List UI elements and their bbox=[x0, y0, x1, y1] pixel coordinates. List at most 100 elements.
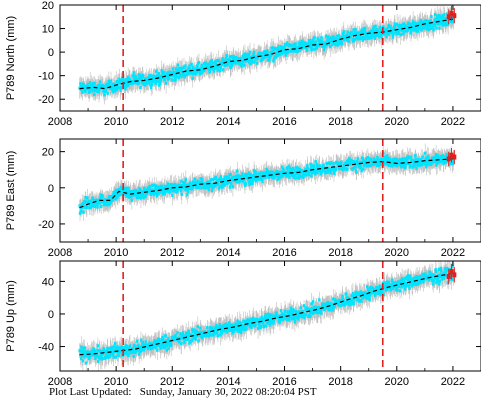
data-point bbox=[436, 14, 439, 18]
data-point bbox=[376, 33, 379, 37]
data-point bbox=[409, 163, 412, 168]
data-point bbox=[301, 168, 304, 173]
data-point bbox=[256, 56, 259, 60]
data-point bbox=[228, 55, 231, 59]
data-point bbox=[373, 158, 376, 162]
data-point bbox=[330, 39, 333, 43]
data-point bbox=[336, 40, 339, 44]
data-point bbox=[120, 79, 124, 83]
data-point bbox=[158, 185, 161, 189]
data-point bbox=[424, 19, 428, 23]
data-point bbox=[413, 164, 416, 168]
data-point bbox=[252, 50, 256, 54]
data-point bbox=[203, 68, 206, 73]
data-point bbox=[157, 83, 161, 87]
data-point bbox=[246, 173, 249, 177]
data-point bbox=[359, 33, 363, 38]
data-point bbox=[88, 86, 91, 90]
data-point bbox=[260, 177, 264, 181]
data-point bbox=[297, 166, 300, 170]
data-point bbox=[288, 167, 292, 171]
data-point bbox=[243, 52, 247, 56]
data-point bbox=[380, 36, 383, 40]
data-point bbox=[287, 170, 290, 174]
data-point bbox=[176, 189, 179, 193]
data-point bbox=[380, 28, 383, 32]
data-point bbox=[144, 194, 147, 198]
data-point bbox=[326, 35, 330, 39]
data-point bbox=[406, 28, 409, 33]
data-point bbox=[108, 80, 111, 84]
data-point bbox=[335, 43, 338, 47]
data-point bbox=[330, 43, 334, 47]
data-point bbox=[140, 80, 144, 84]
data-point bbox=[111, 82, 114, 86]
data-point bbox=[395, 164, 399, 168]
data-point bbox=[393, 22, 396, 26]
data-point bbox=[248, 182, 251, 187]
data-point bbox=[322, 48, 326, 52]
data-point bbox=[423, 151, 427, 155]
data-point bbox=[230, 63, 234, 67]
data-point bbox=[235, 176, 239, 180]
data-point bbox=[261, 57, 265, 61]
data-point bbox=[361, 30, 364, 34]
data-point bbox=[209, 60, 212, 64]
data-point bbox=[237, 174, 240, 178]
data-point bbox=[279, 170, 282, 174]
data-point bbox=[160, 70, 164, 74]
data-point bbox=[309, 169, 312, 174]
data-point bbox=[155, 79, 158, 83]
rapid-point bbox=[452, 13, 457, 19]
data-point bbox=[320, 170, 324, 174]
data-point bbox=[316, 36, 319, 40]
data-point bbox=[445, 159, 448, 163]
data-point bbox=[150, 80, 154, 84]
data-point bbox=[224, 177, 227, 182]
data-point bbox=[379, 34, 383, 38]
data-point bbox=[157, 192, 160, 196]
data-point bbox=[251, 60, 255, 64]
data-point bbox=[354, 161, 358, 165]
data-point bbox=[182, 65, 186, 70]
data-point bbox=[84, 89, 87, 93]
data-point bbox=[324, 34, 328, 38]
data-point bbox=[337, 34, 340, 38]
data-point bbox=[373, 36, 377, 40]
data-point bbox=[79, 209, 83, 213]
data-point bbox=[425, 165, 428, 169]
data-point bbox=[442, 160, 445, 164]
x-tick-label: 2010 bbox=[104, 116, 128, 128]
data-point bbox=[120, 86, 123, 90]
data-point bbox=[383, 28, 386, 32]
data-point bbox=[236, 169, 239, 173]
data-point bbox=[248, 50, 252, 54]
data-point bbox=[210, 188, 214, 193]
data-point bbox=[330, 161, 333, 165]
data-point bbox=[426, 19, 429, 23]
data-point bbox=[438, 26, 441, 30]
data-point bbox=[427, 27, 431, 31]
data-point bbox=[414, 22, 417, 26]
data-point bbox=[272, 59, 275, 63]
data-point bbox=[392, 27, 395, 31]
data-point bbox=[336, 43, 340, 47]
panel-east: 2008 2010 2012 2014 2016 2018 2020 2022 -20 0 20 P7… bbox=[5, 138, 481, 259]
data-point bbox=[160, 184, 164, 188]
data-point bbox=[133, 189, 136, 193]
data-point bbox=[263, 55, 266, 60]
data-point bbox=[247, 178, 250, 183]
data-point bbox=[99, 193, 103, 197]
data-point bbox=[79, 82, 82, 86]
data-point bbox=[393, 160, 396, 164]
data-point bbox=[155, 69, 158, 73]
y-axis-label: P789 East (mm) bbox=[5, 151, 17, 230]
data-point bbox=[209, 178, 213, 182]
data-point bbox=[141, 193, 145, 197]
data-point bbox=[255, 61, 259, 65]
data-point bbox=[399, 165, 403, 169]
data-point bbox=[345, 33, 348, 37]
data-point bbox=[385, 27, 389, 31]
data-point bbox=[310, 48, 313, 52]
